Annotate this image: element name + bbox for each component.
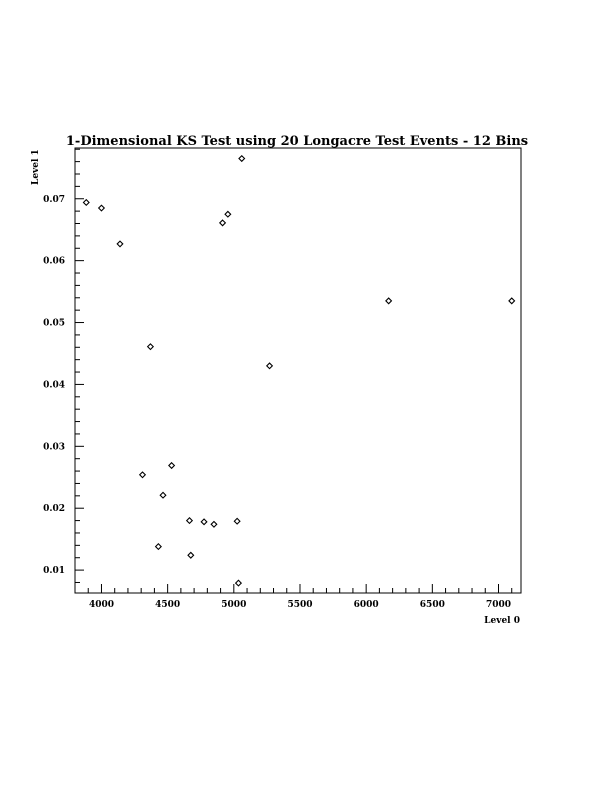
x-tick-label: 7000 [486,600,511,610]
data-point [210,520,218,528]
y-tick-label: 0.03 [43,442,65,452]
x-axis-label: Level 0 [484,616,520,626]
data-point [234,579,243,587]
data-point [154,543,162,551]
data-point [508,297,516,305]
plot-frame [74,147,522,594]
y-tick-label: 0.06 [43,257,65,267]
y-tick-label: 0.02 [43,504,65,514]
x-tick-label: 5000 [221,600,246,610]
data-point [116,240,124,248]
y-axis-label: Level 1 [31,149,41,185]
y-tick-label: 0.07 [43,195,65,205]
data-point [159,491,167,499]
data-point [97,204,106,212]
data-points [82,154,516,587]
data-point [187,551,195,559]
y-tick-label: 0.01 [43,566,65,576]
y-tick-label: 0.04 [43,380,65,390]
data-point [200,518,208,526]
data-point [168,461,176,470]
data-point [265,362,274,370]
data-point [82,198,90,207]
x-tick-label: 4000 [89,600,114,610]
data-point [233,517,241,525]
x-tick-label: 5500 [287,600,312,610]
data-point [185,517,194,525]
data-point [138,471,147,479]
data-point [146,343,155,351]
data-point [385,297,393,305]
data-point [224,210,232,218]
data-point [218,219,227,227]
x-tick-label: 6000 [354,600,379,610]
chart-title: 1-Dimensional KS Test using 20 Longacre … [66,134,528,149]
x-tick-label: 6500 [420,600,445,610]
axis-ticks: 4000 4500 5000 5500 6000 6500 7000 0.01 0.02 0.03… [43,148,513,610]
x-tick-label: 4500 [155,600,180,610]
y-tick-label: 0.05 [43,319,65,329]
data-point [238,154,246,163]
